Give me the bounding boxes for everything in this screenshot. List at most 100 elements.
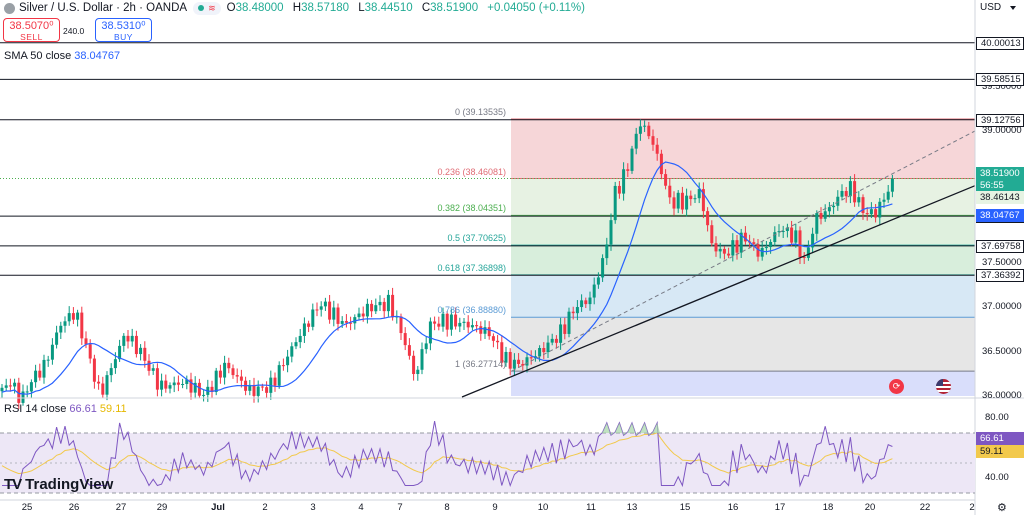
- time-axis-tick: 26: [68, 502, 80, 513]
- time-axis-tick: 20: [864, 502, 876, 513]
- low-value: 38.44510: [364, 2, 413, 14]
- candle-body: [424, 343, 428, 350]
- candle-body: [626, 169, 630, 171]
- sma-value: 38.04767: [74, 50, 121, 62]
- sell-button[interactable]: 38.5070⁰ SELL: [3, 18, 60, 42]
- fib-level-label: 0.236 (38.46081): [437, 166, 506, 177]
- candle-body: [445, 313, 449, 330]
- rsi-ma-value: 59.11: [99, 403, 127, 415]
- candle-body: [588, 297, 592, 305]
- candle-body: [332, 307, 336, 320]
- candle-body: [823, 211, 827, 219]
- level-price-tag: 37.69758: [976, 239, 1024, 253]
- fib-zone-bottom: [511, 371, 975, 396]
- fib-zone: [511, 215, 975, 246]
- market-status-icon[interactable]: ≋: [193, 1, 221, 15]
- symbol-title[interactable]: Silver / U.S. Dollar · 2h · OANDA: [19, 2, 188, 14]
- candle-body: [869, 209, 873, 215]
- candle-body: [365, 303, 369, 317]
- level-price-tag: 39.58515: [976, 73, 1024, 87]
- candle-body: [340, 321, 344, 324]
- candle-body: [685, 195, 689, 210]
- candle-body: [294, 342, 298, 347]
- candle-body: [307, 323, 311, 327]
- time-axis-tick: 2: [262, 502, 268, 513]
- rsi-legend[interactable]: RSI 14 close 66.61 59.11: [4, 403, 127, 415]
- currency-selector[interactable]: USD: [976, 0, 1024, 16]
- candle-body: [638, 126, 642, 134]
- settings-gear-icon[interactable]: ⚙: [997, 502, 1007, 514]
- candle-body: [29, 382, 33, 392]
- candle-body: [794, 230, 798, 243]
- candle-body: [189, 379, 193, 393]
- candle-body: [265, 387, 269, 393]
- candle-body: [714, 243, 718, 252]
- candle-body: [202, 394, 206, 396]
- candle-body: [584, 300, 588, 305]
- candle-body: [647, 125, 651, 137]
- candle-body: [643, 125, 647, 127]
- fib-level-label: 0.5 (37.70625): [447, 233, 506, 244]
- candle-body: [622, 169, 626, 194]
- candle-body: [197, 382, 201, 396]
- candle-body: [680, 192, 684, 210]
- candle-body: [218, 370, 222, 378]
- candle-body: [59, 325, 63, 333]
- sma-price-tag: 38.04767: [976, 208, 1024, 222]
- candle-body: [143, 347, 147, 361]
- candle-body: [235, 375, 239, 377]
- level-price-tag: 39.12756: [976, 113, 1024, 127]
- candle-body: [756, 243, 760, 257]
- tradingview-logo[interactable]: TV TradingView: [4, 474, 113, 494]
- candle-body: [403, 333, 407, 346]
- candle-body: [428, 321, 432, 344]
- candle-body: [760, 248, 764, 257]
- time-axis-tick: 4: [358, 502, 364, 513]
- sync-icon[interactable]: ⟳: [889, 379, 904, 394]
- candle-body: [785, 227, 789, 232]
- candle-body: [151, 368, 155, 371]
- candle-body: [260, 386, 264, 388]
- candle-body: [668, 185, 672, 198]
- tradingview-mark-icon: TV: [4, 475, 22, 493]
- candle-body: [38, 370, 42, 378]
- candle-body: [399, 316, 403, 334]
- fib-zone: [511, 178, 975, 216]
- candle-body: [790, 227, 794, 243]
- candle-body: [542, 347, 546, 353]
- candle-body: [806, 247, 810, 258]
- candle-body: [185, 379, 189, 384]
- candle-body: [181, 383, 185, 385]
- price-axis-tick: 36.00000: [982, 389, 1022, 401]
- candle-body: [596, 277, 600, 285]
- fib-level-label: 0.618 (37.36898): [437, 262, 506, 273]
- candle-body: [878, 201, 882, 218]
- candle-body: [886, 191, 890, 200]
- candle-body: [567, 311, 571, 334]
- candle-body: [416, 369, 420, 375]
- candle-body: [361, 313, 365, 317]
- sma-legend[interactable]: SMA 50 close 38.04767: [4, 50, 120, 62]
- fib-zone: [511, 245, 975, 275]
- high-value: 38.57180: [301, 2, 350, 14]
- candle-body: [319, 306, 323, 310]
- candle-body: [655, 144, 659, 154]
- buy-button[interactable]: 38.5310⁰ BUY: [95, 18, 152, 42]
- candle-body: [559, 324, 563, 343]
- candle-body: [160, 380, 164, 390]
- candle-body: [802, 256, 806, 258]
- sell-price: 38.5070⁰: [9, 20, 54, 32]
- rsi-axis-tick: 40.00: [985, 472, 1009, 483]
- us-flag-icon[interactable]: [936, 379, 951, 394]
- candle-body: [592, 284, 596, 298]
- time-axis-tick: 18: [822, 502, 834, 513]
- candle-body: [890, 178, 894, 192]
- candle-body: [865, 213, 869, 215]
- candle-body: [458, 322, 462, 327]
- candle-body: [449, 314, 453, 330]
- candle-body: [349, 322, 353, 324]
- support-trendline: [461, 185, 976, 398]
- sell-label: SELL: [20, 32, 43, 42]
